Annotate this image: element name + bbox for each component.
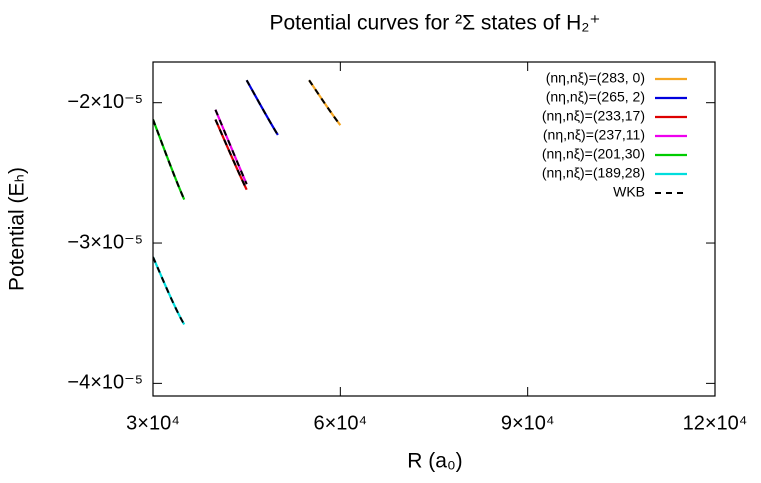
wkb-line: [153, 256, 186, 325]
x-axis-label: R (a₀): [407, 450, 462, 473]
chart-title: Potential curves for ²Σ states of H₂⁺: [269, 12, 600, 35]
wkb-line: [245, 79, 279, 136]
x-tick-label: 12×10⁴: [683, 412, 748, 434]
legend-label: WKB: [613, 184, 645, 200]
y-tick-label: −3×10⁻⁵: [67, 231, 143, 253]
legend-label: (nη,nξ)=(201,30): [542, 146, 645, 162]
x-tick-label: 6×10⁴: [314, 412, 368, 434]
wkb-line: [308, 79, 342, 126]
plot-frame: [152, 61, 716, 397]
legend-label: (nη,nξ)=(265, 2): [546, 89, 645, 105]
x-tick-label: 9×10⁴: [501, 412, 555, 434]
y-tick-label: −2×10⁻⁵: [67, 91, 143, 113]
y-tick-label: −4×10⁻⁵: [67, 372, 143, 394]
wkb-line: [153, 119, 186, 200]
plot-area: [153, 79, 342, 325]
y-axis-label: Potential (Eₕ): [6, 167, 29, 291]
wkb-line: [214, 119, 248, 191]
wkb-line: [214, 109, 248, 185]
x-tick-label: 3×10⁴: [126, 412, 180, 434]
legend-label: (nη,nξ)=(189,28): [542, 165, 645, 181]
legend-label: (nη,nξ)=(283, 0): [546, 70, 645, 86]
legend-label: (nη,nξ)=(237,11): [543, 127, 645, 143]
legend-label: (nη,nξ)=(233,17): [542, 108, 645, 124]
